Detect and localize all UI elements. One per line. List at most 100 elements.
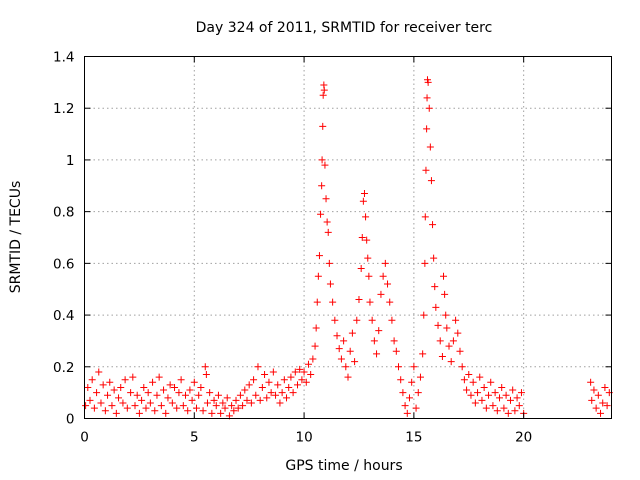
data-point [272, 391, 280, 399]
data-point [157, 402, 165, 410]
x-tick-label: 0 [80, 430, 89, 446]
data-point [82, 402, 90, 410]
data-point [261, 371, 269, 379]
data-point [210, 396, 218, 404]
data-point [599, 399, 607, 407]
data-point [212, 402, 220, 410]
data-point [456, 347, 464, 355]
data-point [138, 396, 146, 404]
data-point [515, 402, 523, 410]
data-point [104, 391, 112, 399]
data-point [315, 252, 323, 260]
data-point [419, 350, 427, 358]
data-point [99, 381, 107, 389]
data-point [214, 391, 222, 399]
data-point [469, 378, 477, 386]
y-tick-label: 0.2 [53, 360, 74, 376]
data-point [304, 360, 312, 368]
data-point [206, 389, 214, 397]
data-point [88, 376, 96, 384]
y-tick-label: 1.2 [53, 101, 74, 117]
x-tick-label: 5 [190, 430, 199, 446]
data-point [603, 402, 611, 410]
data-point [426, 143, 434, 151]
data-point [149, 378, 157, 386]
data-point [182, 391, 190, 399]
data-point [252, 391, 260, 399]
x-axis-label: GPS time / hours [285, 458, 402, 474]
data-point [319, 122, 327, 130]
data-point [355, 296, 363, 304]
data-point [421, 213, 429, 221]
data-point [106, 378, 114, 386]
data-point [379, 272, 387, 280]
data-point [471, 399, 479, 407]
data-point [309, 355, 317, 363]
data-point [219, 399, 227, 407]
data-point [422, 166, 430, 174]
data-point [434, 321, 442, 329]
data-point [184, 407, 192, 415]
data-point [333, 332, 341, 340]
data-point [142, 404, 150, 412]
data-point [458, 363, 466, 371]
data-point [250, 376, 258, 384]
data-point [335, 345, 343, 353]
data-point [173, 404, 181, 412]
y-tick-label: 0 [66, 412, 75, 428]
data-point [112, 409, 120, 417]
data-point [319, 91, 327, 99]
x-tick-label: 20 [515, 430, 532, 446]
data-point [177, 376, 185, 384]
data-point [423, 94, 431, 102]
axis-ticks: 0 5 10 15 20 0 0.2 0.4 0.6 0.8 1 1.2 1.4 [53, 50, 612, 446]
data-point [381, 259, 389, 267]
data-point [140, 383, 148, 391]
data-point [588, 396, 596, 404]
data-point [513, 394, 521, 402]
data-point [239, 402, 247, 410]
data-point [267, 389, 275, 397]
data-point [480, 383, 488, 391]
data-point [313, 298, 321, 306]
data-point [188, 396, 196, 404]
data-point [93, 389, 101, 397]
data-point [364, 254, 372, 262]
data-point [368, 316, 376, 324]
data-point [166, 381, 174, 389]
data-point [168, 399, 176, 407]
data-point [463, 386, 471, 394]
data-point [293, 381, 301, 389]
data-point [592, 404, 600, 412]
y-tick-label: 1 [66, 153, 75, 169]
data-point [348, 329, 356, 337]
data-point [192, 404, 200, 412]
data-point [410, 363, 418, 371]
data-point [153, 391, 161, 399]
data-point [474, 389, 482, 397]
data-point [386, 298, 394, 306]
data-point [440, 272, 448, 280]
data-point [312, 324, 320, 332]
data-point [317, 210, 325, 218]
data-point [300, 368, 308, 376]
data-point [408, 378, 416, 386]
data-point [601, 383, 609, 391]
data-point [498, 383, 506, 391]
data-point [397, 376, 405, 384]
data-point [265, 378, 273, 386]
data-point [276, 399, 284, 407]
data-point [326, 280, 334, 288]
data-point [175, 389, 183, 397]
data-point [280, 376, 288, 384]
data-point [511, 407, 519, 415]
data-point [324, 228, 332, 236]
data-point [375, 327, 383, 335]
data-point [482, 404, 490, 412]
data-point [506, 396, 514, 404]
data-point [258, 383, 266, 391]
data-point [195, 391, 203, 399]
data-point [256, 396, 264, 404]
data-point [95, 368, 103, 376]
data-point [597, 409, 605, 417]
